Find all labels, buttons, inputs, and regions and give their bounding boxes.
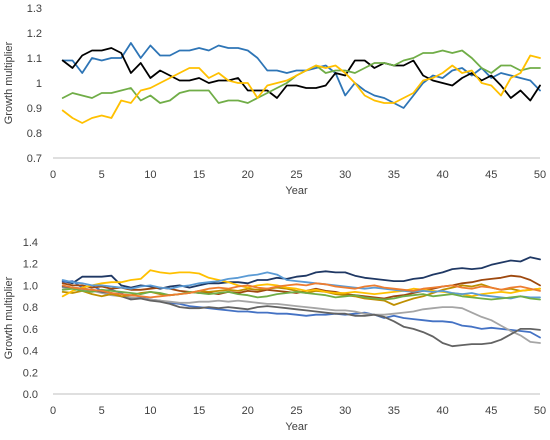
top-chart-y-tick-label: 1 [36, 78, 42, 90]
top-chart-x-tick-label: 15 [193, 169, 205, 181]
bottom-chart-y-tick-label: 0.6 [23, 324, 38, 336]
bottom-chart-y-tick-label: 1.4 [23, 237, 38, 249]
top-chart-x-tick-label: 40 [436, 169, 448, 181]
top-chart-y-tick-label: 0.8 [27, 128, 42, 140]
bottom-chart-y-tick-label: 0.8 [23, 302, 38, 314]
bottom-chart-x-tick-label: 40 [436, 405, 448, 417]
top-chart-x-tick-label: 25 [290, 169, 302, 181]
bottom-chart-y-tick-label: 1.0 [23, 280, 38, 292]
bottom-chart-series-line-10 [61, 282, 541, 299]
bottom-chart-series-line-4 [61, 285, 541, 348]
bottom-chart-x-tick-label: 50 [534, 405, 546, 417]
bottom-line-chart: 0 5 10 15 20 25 30 35 40 45 50 0.0 0.2 0.4 0.6 0.8 1.0 1… [3, 237, 546, 433]
top-chart-series-line-1 [61, 42, 541, 109]
bottom-chart-series [61, 256, 541, 348]
top-chart-x-tick-labels: 0 5 10 15 20 25 30 35 40 45 50 [50, 169, 546, 181]
top-line-chart: 0 5 10 15 20 25 30 35 40 45 50 0.7 0.8 0.9 1 1.1 1.2 1.3… [3, 3, 546, 197]
bottom-chart-y-tick-label: 0.0 [23, 389, 38, 401]
bottom-chart-x-tick-labels: 0 5 10 15 20 25 30 35 40 45 50 [50, 405, 546, 417]
top-chart-x-tick-label: 45 [485, 169, 497, 181]
bottom-chart-x-tick-label: 0 [50, 405, 56, 417]
top-chart-y-tick-label: 1.3 [27, 3, 42, 15]
top-chart-x-axis-title: Year [285, 185, 308, 197]
bottom-chart-series-line-2 [61, 280, 541, 339]
top-chart-x-tick-label: 5 [99, 169, 105, 181]
bottom-chart-x-tick-label: 10 [144, 405, 156, 417]
bottom-chart-x-tick-label: 35 [388, 405, 400, 417]
top-chart-series-line-2 [61, 47, 541, 102]
bottom-chart-y-tick-labels: 0.0 0.2 0.4 0.6 0.8 1.0 1.2 1.4 [23, 237, 38, 401]
bottom-chart-x-tick-label: 25 [290, 405, 302, 417]
top-chart-x-tick-label: 35 [388, 169, 400, 181]
bottom-chart-series-line-9 [61, 287, 541, 301]
top-chart-y-tick-labels: 0.7 0.8 0.9 1 1.1 1.2 1.3 [27, 3, 42, 165]
bottom-chart-series-line-8 [61, 271, 541, 300]
bottom-chart-y-tick-label: 0.2 [23, 367, 38, 379]
top-chart-x-tick-label: 10 [144, 169, 156, 181]
bottom-chart-x-tick-label: 20 [242, 405, 254, 417]
top-chart-y-tick-label: 1.1 [27, 53, 42, 65]
top-chart-x-tick-label: 0 [50, 169, 56, 181]
bottom-chart-x-tick-label: 5 [99, 405, 105, 417]
top-chart-series [61, 42, 541, 124]
bottom-chart-y-tick-label: 0.4 [23, 346, 38, 358]
bottom-chart-x-tick-label: 30 [339, 405, 351, 417]
bottom-chart-x-tick-label: 15 [193, 405, 205, 417]
top-chart-y-axis-title: Growth multiplier [3, 41, 15, 124]
top-chart-y-tick-label: 1.2 [27, 28, 42, 40]
top-chart-series-line-4 [61, 54, 541, 124]
top-chart-series-line-3 [61, 49, 541, 104]
top-chart-x-tick-label: 50 [534, 169, 546, 181]
bottom-chart-y-axis-title: Growth multiplier [3, 276, 15, 359]
top-chart-y-tick-label: 0.7 [27, 153, 42, 165]
top-chart-x-tick-label: 30 [339, 169, 351, 181]
bottom-chart-x-axis-title: Year [285, 421, 308, 433]
top-chart-x-tick-label: 20 [242, 169, 254, 181]
top-chart-y-tick-label: 0.9 [27, 103, 42, 115]
bottom-chart-x-tick-label: 45 [485, 405, 497, 417]
bottom-chart-y-tick-label: 1.2 [23, 259, 38, 271]
